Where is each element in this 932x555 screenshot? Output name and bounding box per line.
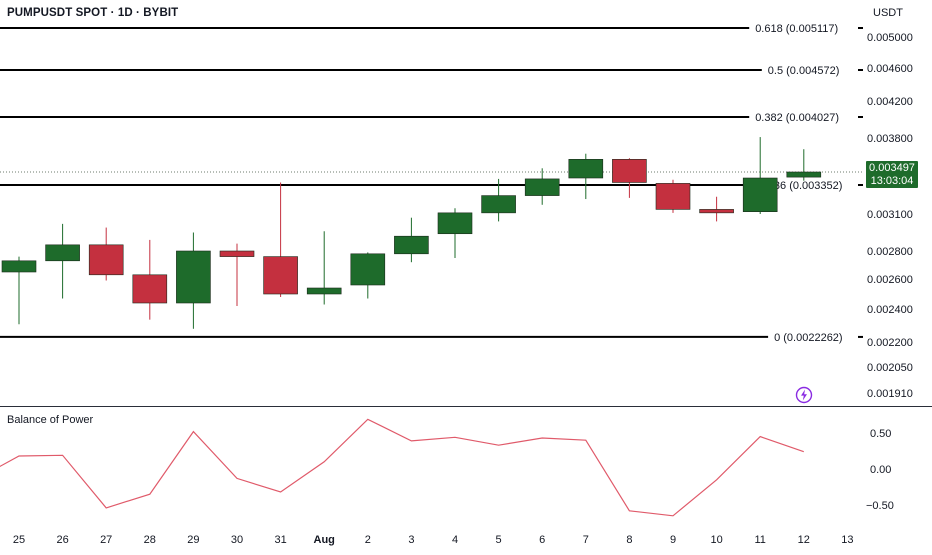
time-tick-label: 2: [365, 534, 371, 546]
candle[interactable]: [656, 180, 690, 213]
candle-body: [2, 261, 36, 272]
candle[interactable]: [2, 257, 36, 325]
time-tick-label: 5: [496, 534, 502, 546]
candle-body: [220, 251, 254, 257]
candle[interactable]: [612, 158, 646, 198]
candle-body: [525, 179, 559, 196]
candle-body: [133, 275, 167, 303]
time-tick-label: 11: [754, 534, 765, 546]
price-tick-label: 0.003800: [867, 133, 913, 145]
fib-level-label: 0 (0.0022262): [774, 332, 843, 344]
candle[interactable]: [89, 228, 123, 281]
time-tick-label: 12: [798, 534, 810, 546]
candle-body: [743, 178, 777, 212]
bop-tick-label: −0.50: [866, 500, 894, 512]
candle[interactable]: [525, 168, 559, 204]
fib-level-label: 236 (0.003352): [768, 180, 843, 192]
time-tick-label: 4: [452, 534, 458, 546]
candle-body: [482, 196, 516, 213]
candle[interactable]: [46, 224, 80, 299]
candle[interactable]: [700, 197, 734, 222]
candle-body: [307, 288, 341, 294]
candle-body: [700, 209, 734, 212]
candle[interactable]: [176, 233, 210, 329]
price-tick-label: 0.002400: [867, 304, 913, 316]
candle-body: [787, 172, 821, 177]
candle[interactable]: [787, 149, 821, 180]
fibonacci-levels[interactable]: 0.618 (0.005117) 0.5 (0.004572) 0.382 (0.0…: [0, 23, 863, 344]
last-price-badge: 0.003497 13:03:04: [866, 161, 918, 188]
fib-level-label: 0.618 (0.005117): [755, 23, 838, 35]
candle-body: [264, 257, 298, 294]
candle[interactable]: [394, 218, 428, 263]
time-tick-label: 28: [144, 534, 156, 546]
candle[interactable]: [351, 252, 385, 298]
candle-body: [394, 236, 428, 254]
candle[interactable]: [438, 208, 472, 258]
candle[interactable]: [569, 154, 603, 199]
bop-tick-label: 0.00: [870, 464, 891, 476]
candle-body: [46, 245, 80, 261]
time-tick-label: 26: [56, 534, 68, 546]
time-tick-label: 30: [231, 534, 243, 546]
fib-level-label: 0.5 (0.004572): [768, 65, 840, 77]
candle[interactable]: [220, 244, 254, 306]
indicator-title[interactable]: Balance of Power: [7, 414, 93, 426]
time-tick-label: 8: [626, 534, 632, 546]
candle-body: [176, 251, 210, 303]
lightning-icon[interactable]: [795, 386, 813, 404]
candle-body: [612, 159, 646, 182]
candle-body: [438, 213, 472, 234]
fib-level-label: 0.382 (0.004027): [755, 112, 839, 124]
bop-line[interactable]: [0, 419, 804, 516]
price-tick-label: 0.002800: [867, 246, 913, 258]
time-tick-label: 9: [670, 534, 676, 546]
candle[interactable]: [133, 240, 167, 320]
balance-of-power-pane[interactable]: 0.50 0.00 −0.50: [0, 419, 894, 516]
price-axis[interactable]: 0.005000 0.004600 0.004200 0.003800 0.003100…: [867, 32, 913, 400]
candle-body: [569, 159, 603, 178]
price-tick-label: 0.003100: [867, 209, 913, 221]
time-tick-label: 10: [710, 534, 722, 546]
time-tick-label: 29: [187, 534, 199, 546]
candle-body: [351, 254, 385, 285]
time-tick-label: 31: [274, 534, 286, 546]
time-tick-label: 7: [583, 534, 589, 546]
candle[interactable]: [743, 137, 777, 214]
bar-countdown: 13:03:04: [866, 175, 918, 188]
candle[interactable]: [264, 182, 298, 297]
time-tick-label: 13: [841, 534, 853, 546]
time-tick-label: 27: [100, 534, 112, 546]
price-tick-label: 0.004200: [867, 96, 913, 108]
currency-label: USDT: [873, 7, 903, 19]
candle-body: [656, 183, 690, 209]
time-tick-label: 6: [539, 534, 545, 546]
time-tick-label: 3: [408, 534, 414, 546]
price-tick-label: 0.002200: [867, 337, 913, 349]
bop-tick-label: 0.50: [870, 428, 891, 440]
last-price-value: 0.003497: [866, 162, 918, 175]
time-tick-label: 25: [13, 534, 25, 546]
price-tick-label: 0.004600: [867, 63, 913, 75]
symbol-title[interactable]: PUMPUSDT SPOT · 1D · BYBIT: [7, 7, 178, 19]
candles-layer[interactable]: [2, 137, 821, 329]
candle[interactable]: [307, 231, 341, 304]
candle-body: [89, 245, 123, 275]
time-tick-label: Aug: [314, 534, 335, 546]
price-tick-label: 0.002600: [867, 274, 913, 286]
price-tick-label: 0.001910: [867, 388, 913, 400]
price-tick-label: 0.002050: [867, 362, 913, 374]
time-axis[interactable]: 25 26 27 28 29 30 31 Aug 2 3 4 5 6 7 8 9 10 11 12 13: [13, 534, 854, 546]
price-tick-label: 0.005000: [867, 32, 913, 44]
